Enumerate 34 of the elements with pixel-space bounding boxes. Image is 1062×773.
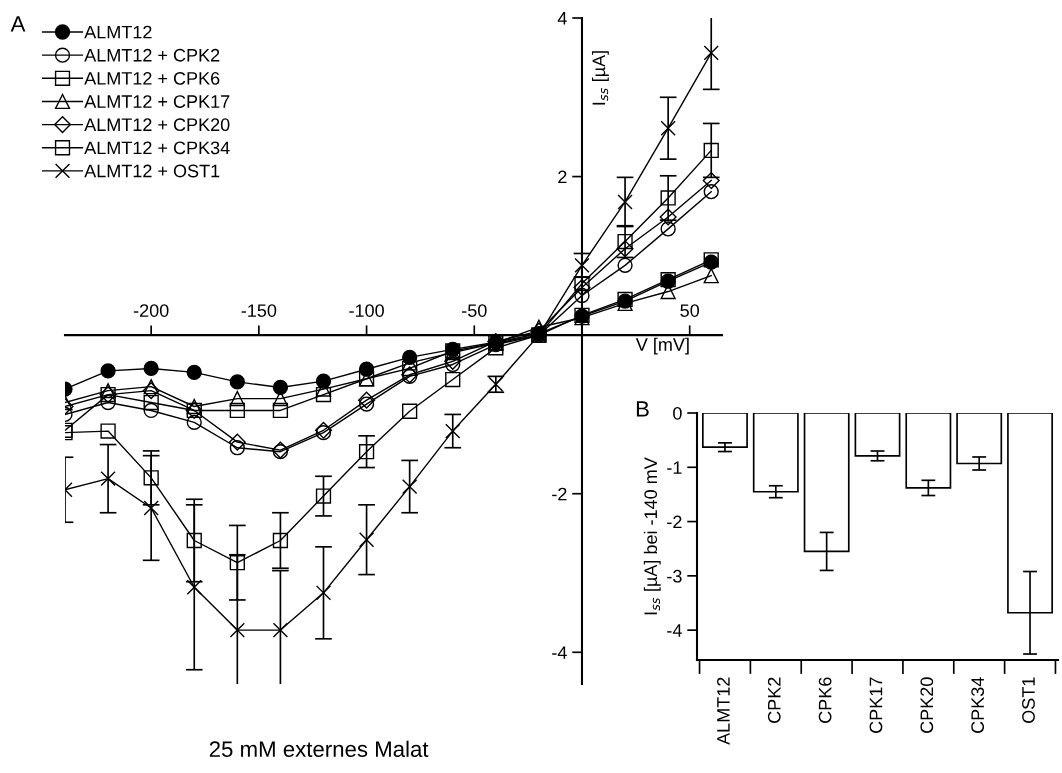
- y-axis-title: I$_{ss}$ [µA] bei -140 mV: [643, 457, 661, 615]
- y-axis-title: I$_{ss}$ [µA]: [591, 51, 609, 105]
- x-tick-label: CPK20: [920, 677, 934, 733]
- legend-label: ALMT12 + CPK2: [84, 48, 220, 62]
- text: A: [10, 16, 26, 32]
- x-tick-label: CPK17: [869, 677, 883, 733]
- y-tick-label: -4: [667, 624, 682, 637]
- x-tick-label: -50: [462, 304, 487, 317]
- annotation: B: [636, 401, 649, 417]
- legend-label: ALMT12 + CPK34: [84, 141, 230, 155]
- legend-label: ALMT12 + OST1: [84, 164, 220, 178]
- text: 25 mM externes Malat: [209, 740, 429, 758]
- legend-label: ALMT12 + CPK17: [84, 95, 230, 108]
- y-tick-label: -1: [667, 461, 682, 474]
- x-tick-label: CPK6: [818, 677, 832, 723]
- y-tick-label: 4: [557, 12, 567, 25]
- x-tick-label: -150: [241, 304, 277, 317]
- x-tick-label: -100: [349, 304, 384, 317]
- y-tick-label: -3: [667, 569, 682, 583]
- legend-label: ALMT12 + CPK6: [84, 72, 220, 85]
- x-tick-label: CPK2: [767, 677, 781, 723]
- x-tick-label: ALMT12: [717, 677, 730, 745]
- legend-label: ALMT12 + CPK20: [84, 118, 230, 132]
- x-tick-label: -200: [133, 304, 169, 317]
- y-tick-label: -4: [552, 646, 567, 659]
- x-tick-label: CPK34: [971, 677, 985, 733]
- x-tick-label: OST1: [1022, 677, 1035, 723]
- x-axis-title: V [mV]: [635, 337, 689, 355]
- y-tick-label: 0: [673, 406, 682, 420]
- y-tick-label: -2: [667, 515, 682, 529]
- legend-label: ALMT12: [84, 25, 152, 39]
- y-tick-label: -2: [552, 487, 567, 501]
- y-tick-label: 2: [558, 170, 567, 184]
- x-tick-label: 50: [680, 304, 700, 317]
